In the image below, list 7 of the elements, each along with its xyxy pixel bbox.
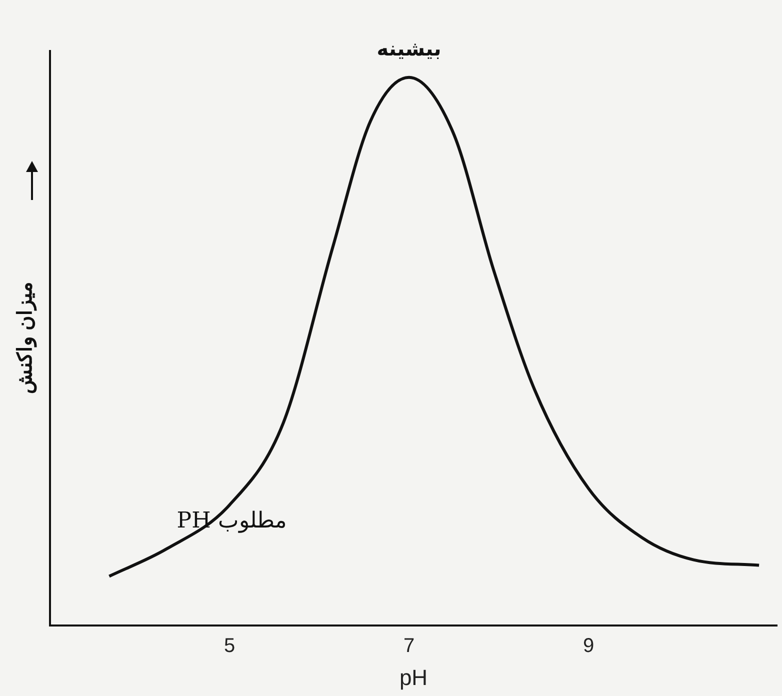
annotation: PH مطلوب <box>176 508 287 534</box>
x-tick-label: 9 <box>582 635 594 658</box>
x-axis-title: pH <box>399 664 428 690</box>
x-tick-label: 5 <box>224 635 236 658</box>
y-axis-title: میزان واکنش <box>14 282 38 394</box>
x-tick-label: 7 <box>403 635 415 658</box>
annotation: بیشینه <box>376 36 442 60</box>
